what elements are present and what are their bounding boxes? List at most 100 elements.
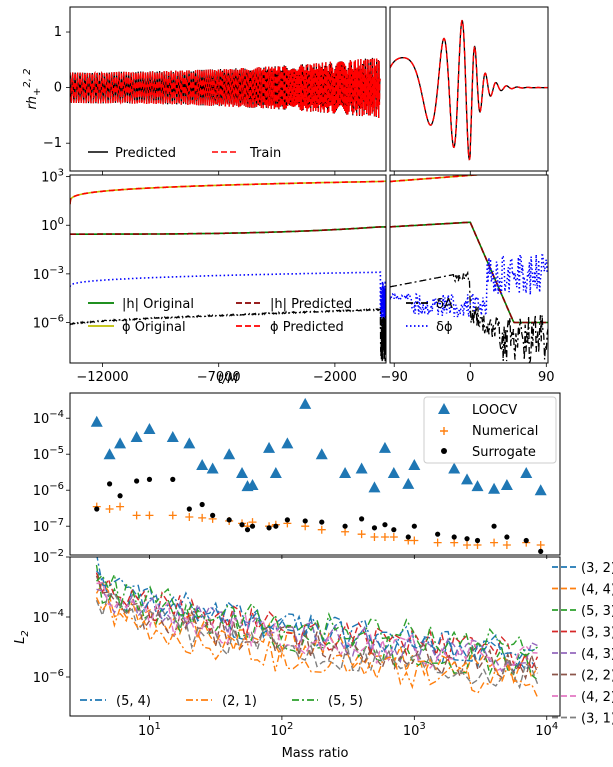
legend-label: (4, 4) [581,583,613,598]
y-tick-label: 10−3 [33,265,64,283]
x-tick-label: −90 [381,370,408,385]
point-surrogate [186,506,192,512]
series-mode-line [96,557,538,662]
point-numerical [341,527,350,536]
point-surrogate [170,476,176,482]
point-loocv [488,482,501,494]
plot-area [390,175,548,363]
point-loocv [166,431,179,443]
x-tick-label: 104 [535,721,558,739]
point-numerical [185,513,194,522]
point-numerical [116,502,125,511]
legend-label: (4, 3) [581,647,613,662]
legend-frame [423,396,557,464]
legend-right: (3, 2) (4, 4) (5, 3) (3, 3) (4, 3) (2, 2) (4, … [552,561,613,727]
point-loocv [143,423,156,435]
point-loocv [355,462,368,474]
point-surrogate [210,512,216,518]
point-surrogate [474,537,481,544]
point-loocv [534,484,547,496]
point-numerical [463,541,472,550]
x-tick-label: −12000 [76,370,128,385]
point-numerical [168,511,177,520]
y-tick-label: 1 [54,25,62,40]
panel-amplitude-phase-merger: −90 0 90 δA δϕ [381,174,555,385]
point-numerical [433,538,442,547]
y-tick-label: 10−2 [33,548,64,566]
point-numerical [145,511,154,520]
point-surrogate [106,481,113,487]
legend-label: (3, 2) [581,561,613,576]
y-tick-label: 103 [41,168,64,186]
legend-label: (4, 2) [581,690,613,705]
point-loocv [408,459,421,471]
axes-frame [69,392,561,556]
point-loocv [183,437,196,449]
legend-label: (5, 4) [116,694,151,709]
point-surrogate [284,517,290,523]
point-surrogate [538,548,544,554]
series-mode-line [95,597,539,698]
series-predicted [390,19,548,161]
point-loocv [246,478,259,490]
point-surrogate [359,516,365,522]
point-numerical [502,541,511,550]
point-numerical [380,533,389,542]
legend-label: (5, 5) [328,694,363,709]
point-surrogate [117,493,123,499]
legend-marker-numerical [440,427,448,435]
series-delta-a [70,306,386,362]
x-tick-label: −7000 [197,370,241,385]
legend-label: (3, 3) [581,626,613,641]
point-numerical [357,530,366,539]
point-loocv [387,467,400,479]
point-loocv [90,415,103,427]
panel-waveform-full: 1 0 −1 Predicted Train [43,6,387,175]
axes-frame [69,174,387,364]
plot-area [90,397,547,554]
legend-label: ϕ Predicted [270,320,344,335]
point-surrogate [94,506,100,512]
point-numerical [370,533,379,542]
point-loocv [206,462,219,474]
legend-label-delta-a: δA [436,297,453,312]
legend: |h| Original ϕ Original |h| Predicted ϕ Pre… [88,297,352,335]
y-tick-label: −1 [43,136,62,151]
point-surrogate [435,531,441,537]
point-surrogate [491,523,497,529]
legend-bottom: (5, 4) (2, 1) (5, 5) [80,694,363,709]
y-tick-label: 100 [41,216,64,234]
y-tick-label: 10−7 [33,517,64,535]
axes-frame [389,6,549,172]
legend-label-loocv: LOOCV [472,403,517,418]
plot-area [390,19,548,161]
point-surrogate [302,518,308,524]
point-loocv [471,480,484,492]
legend-label: (5, 3) [581,604,613,619]
point-surrogate [451,534,457,540]
point-loocv [402,477,415,489]
x-tick-label: 0 [466,370,474,385]
legend-label: (2, 2) [581,669,613,684]
point-surrogate [411,523,417,529]
point-loocv [114,437,127,449]
point-numerical [410,536,419,545]
y-tick-label: 10−6 [33,668,64,686]
series-delta-phi [70,271,386,329]
legend-label: (2, 1) [222,694,257,709]
point-surrogate [382,522,388,528]
series-mode-line [96,581,538,672]
point-surrogate [523,537,529,544]
y-tick-label: 10−6 [33,313,64,331]
series-train [390,19,548,161]
point-surrogate [226,517,232,523]
legend: LOOCV Numerical Surrogate [423,396,557,464]
point-loocv [103,448,116,460]
legend-label-delta-phi: δϕ [436,320,453,335]
legend-label-numerical: Numerical [472,424,538,439]
legend-marker-loocv [438,403,450,414]
point-loocv [315,448,328,460]
y-axis-label-l2: L2 [13,630,31,644]
point-surrogate [504,534,510,540]
